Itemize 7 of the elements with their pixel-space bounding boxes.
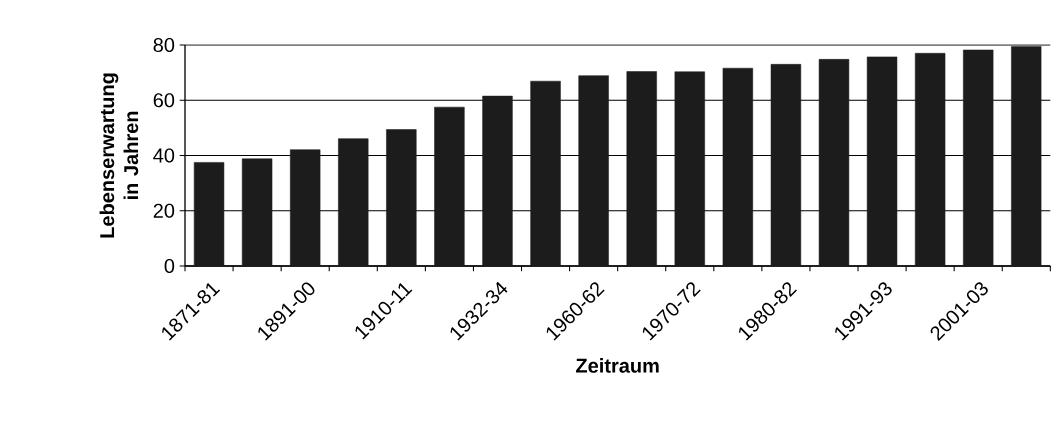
x-axis-title: Zeitraum [576, 358, 659, 373]
y-tick-label: 20 [153, 203, 175, 218]
y-tick-label: 60 [153, 93, 175, 108]
y-tick-label: 0 [164, 258, 175, 274]
y-tick-label: 80 [153, 37, 175, 53]
y-tick-label: 40 [153, 148, 175, 163]
y-axis-title: Lebenserwartung in Jahren [99, 73, 139, 238]
